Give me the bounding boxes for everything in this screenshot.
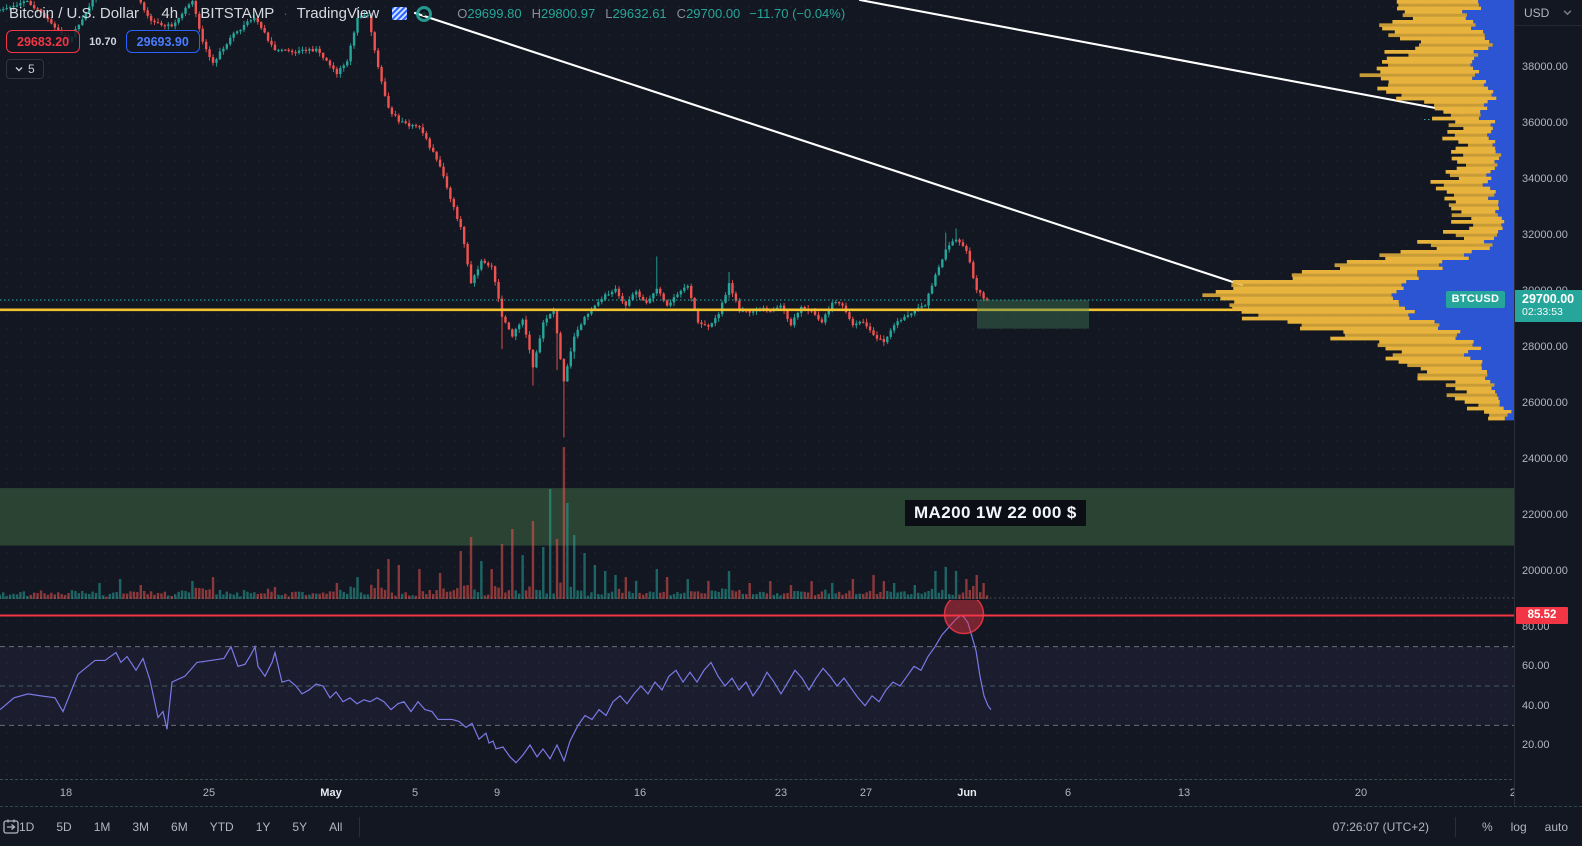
time-tick: 25: [202, 787, 216, 799]
ohlc-values: O29699.80 H29800.97 L29632.61 C29700.00: [457, 6, 740, 21]
scale-button-auto[interactable]: auto: [1544, 819, 1568, 834]
time-axis[interactable]: 18 25 May 5 9 16 23 27 Jun 6 13 20 27: [0, 779, 1582, 806]
time-tick: 9: [493, 787, 501, 799]
exchange-logo-icon: [392, 7, 408, 20]
position-box[interactable]: [977, 299, 1089, 329]
provider-label[interactable]: TradingView: [296, 5, 380, 22]
currency-label: USD: [1524, 5, 1550, 20]
divider: [1454, 816, 1456, 837]
time-tick: 23: [774, 787, 788, 799]
last-price-value: 29700.00: [1522, 292, 1575, 306]
range-button-1m[interactable]: 1M: [93, 819, 111, 834]
ohlc-item: L29632.61: [605, 6, 667, 21]
interval-label[interactable]: 4h: [161, 5, 179, 22]
last-price-axis-label: 29700.00 02:33:53: [1515, 290, 1582, 322]
scale-button-%[interactable]: %: [1481, 819, 1493, 834]
symbol-price-tag: BTCUSD: [1446, 291, 1505, 308]
market-status-icon[interactable]: [416, 5, 433, 22]
separator: ·: [187, 6, 192, 21]
trade-buttons: 29683.20 10.70 29693.90: [6, 30, 200, 53]
range-button-3m[interactable]: 3M: [132, 819, 150, 834]
time-tick: Jun: [957, 787, 977, 799]
price-pane[interactable]: [0, 0, 1514, 600]
rsi-pane[interactable]: [0, 600, 1514, 779]
volume-bars: [0, 447, 989, 599]
chart-legend: Bitcoin / U.S. Dollar · 4h · BITSTAMP · …: [9, 5, 845, 22]
scale-button-log[interactable]: log: [1510, 819, 1527, 834]
clock-timezone-button[interactable]: 07:26:07 (UTC+2): [1332, 819, 1429, 834]
time-tick: 6: [1064, 787, 1072, 799]
chevron-down-icon: [1563, 10, 1572, 16]
range-button-1d[interactable]: 1D: [19, 819, 35, 834]
bar-replay-step-chooser[interactable]: 5: [6, 59, 44, 79]
sell-button[interactable]: 29683.20: [6, 30, 81, 53]
time-tick: 20: [1354, 787, 1368, 799]
time-tick: May: [320, 787, 342, 799]
price-tick: 60.00: [1522, 659, 1550, 672]
separator: ·: [283, 6, 288, 21]
trend-line-2[interactable]: [858, 0, 1464, 115]
ohlc-item: O29699.80: [457, 6, 522, 21]
price-tick: 20.00: [1522, 738, 1550, 751]
currency-selector[interactable]: USD: [1515, 0, 1582, 26]
time-tick: 13: [1177, 787, 1191, 799]
price-tick: 40.00: [1522, 699, 1550, 712]
price-tick: 20000.00: [1522, 564, 1568, 577]
trend-line-1[interactable]: [413, 11, 1244, 287]
go-to-date-icon[interactable]: [0, 816, 22, 838]
bar-countdown: 02:33:53: [1522, 306, 1563, 319]
range-button-5y[interactable]: 5Y: [292, 819, 308, 834]
time-tick: 18: [59, 787, 73, 799]
time-tick: 5: [411, 787, 419, 799]
ma200-zone[interactable]: [0, 488, 1514, 546]
symbol-title[interactable]: Bitcoin / U.S. Dollar: [9, 5, 140, 22]
price-tick: 22000.00: [1522, 508, 1568, 521]
separator: ·: [148, 6, 153, 21]
ohlc-item: C29700.00: [676, 6, 741, 21]
price-tick: 24000.00: [1522, 452, 1568, 465]
ma200-annotation[interactable]: MA200 1W 22 000 $: [905, 500, 1086, 526]
bar-chooser-value: 5: [28, 62, 35, 76]
range-button-1y[interactable]: 1Y: [255, 819, 271, 834]
price-tick: 34000.00: [1522, 172, 1568, 185]
price-tick: 38000.00: [1522, 60, 1568, 73]
bottom-toolbar: 1D 5D 1M 3M 6M YTD 1Y 5Y All 07:26:07 (UTC+2) % l…: [0, 806, 1582, 846]
spread-value: 10.70: [89, 35, 117, 48]
time-tick: 16: [633, 787, 647, 799]
buy-button[interactable]: 29693.90: [125, 30, 200, 53]
divider: [359, 816, 361, 837]
range-button-ytd[interactable]: YTD: [209, 819, 234, 834]
range-button-6m[interactable]: 6M: [171, 819, 188, 834]
time-tick: 27: [859, 787, 873, 799]
price-tick: 28000.00: [1522, 340, 1568, 353]
range-button-5d[interactable]: 5D: [56, 819, 72, 834]
price-tick: 26000.00: [1522, 396, 1568, 409]
candlesticks: [0, 0, 989, 438]
price-tick: 36000.00: [1522, 116, 1568, 129]
circle-annotation[interactable]: [943, 600, 985, 635]
price-change: −11.70 (−0.04%): [749, 6, 846, 21]
range-button-all[interactable]: All: [329, 819, 343, 834]
price-tick: 32000.00: [1522, 228, 1568, 241]
chevron-down-icon: [15, 65, 23, 73]
exchange-label[interactable]: BITSTAMP: [200, 5, 275, 22]
rsi-line[interactable]: [0, 614, 992, 764]
time-tick: 27: [1509, 787, 1514, 799]
rsi-axis-label: 85.52: [1516, 607, 1568, 624]
ohlc-item: H29800.97: [531, 6, 596, 21]
price-axis[interactable]: USD 38000.0036000.0034000.0032000.003000…: [1514, 0, 1582, 806]
volume-profile[interactable]: [1202, 0, 1514, 421]
